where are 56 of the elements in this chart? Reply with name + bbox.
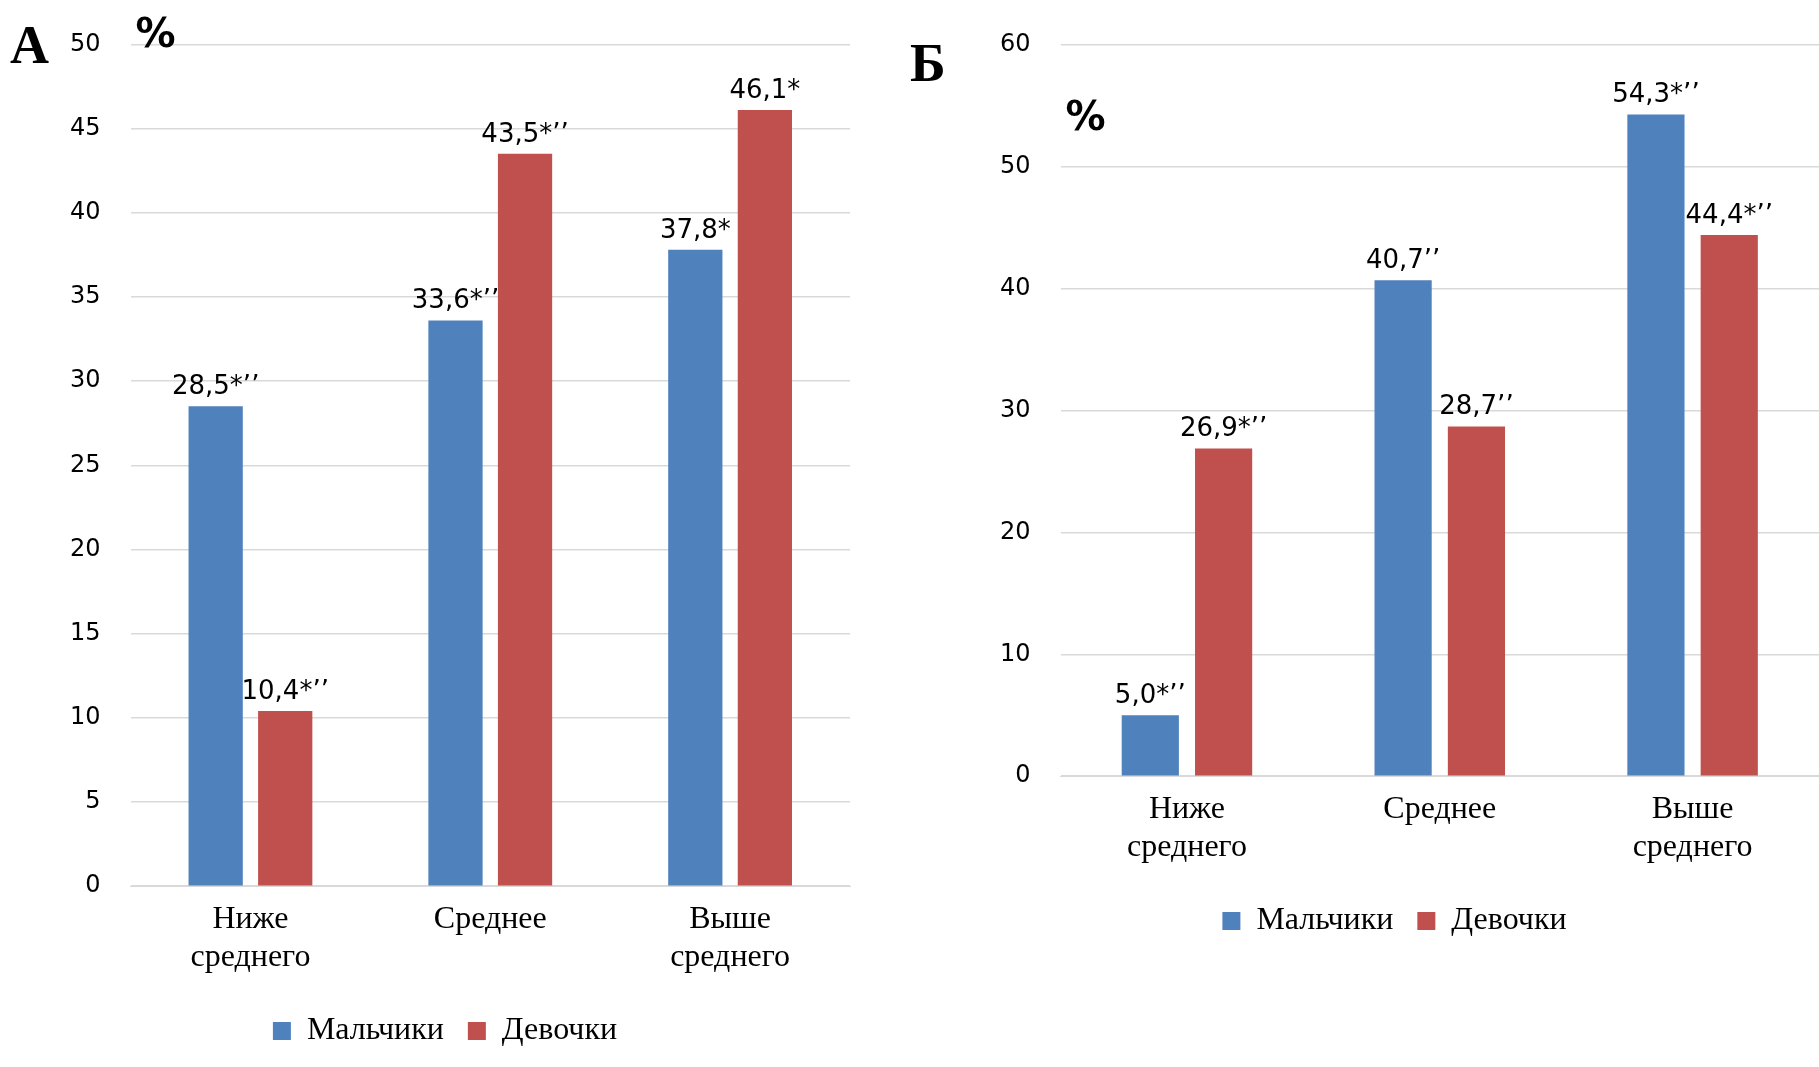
data-label: 54,3*’’	[1612, 78, 1700, 109]
y-tick-label: 10	[69, 702, 101, 731]
bar	[258, 711, 313, 886]
legend-label: Мальчики	[1256, 900, 1394, 937]
bar	[1121, 715, 1179, 776]
data-label: 5,0*’’	[1114, 679, 1186, 710]
y-axis-title: %	[1065, 93, 1106, 140]
bar	[1447, 426, 1506, 776]
x-tick-label: Среднее	[433, 898, 547, 935]
y-tick-label: 40	[999, 272, 1031, 301]
bar	[668, 249, 723, 886]
y-tick-label: 50	[69, 28, 101, 57]
y-tick-label: 40	[69, 196, 101, 225]
x-tick-label: Ниже среднего	[1126, 788, 1247, 864]
data-label: 44,4*’’	[1685, 198, 1773, 229]
y-tick-label: 5	[85, 786, 101, 815]
y-tick-label: 15	[69, 617, 101, 646]
data-label: 33,6*’’	[411, 284, 500, 315]
y-tick-label: 0	[85, 870, 101, 899]
data-label: 26,9*’’	[1179, 412, 1268, 443]
y-tick-label: 30	[69, 365, 101, 394]
data-label: 10,4*’’	[241, 674, 329, 705]
y-tick-label: 10	[999, 638, 1031, 667]
data-label: 28,5*’’	[171, 370, 260, 401]
chart-title: Б	[910, 32, 946, 93]
data-label: 28,7’’	[1439, 390, 1514, 421]
bar	[1700, 235, 1758, 776]
y-tick-label: 30	[999, 394, 1031, 423]
x-tick-label: Ниже среднего	[190, 898, 311, 974]
x-tick-label: Выше среднего	[1632, 788, 1753, 864]
bar	[188, 406, 243, 886]
y-tick-label: 45	[69, 112, 101, 141]
x-tick-label: Среднее	[1383, 788, 1497, 825]
bar	[737, 110, 792, 886]
y-tick-label: 20	[999, 516, 1031, 545]
bar	[428, 320, 483, 886]
bar	[1627, 114, 1685, 776]
bar	[1374, 280, 1432, 776]
y-tick-label: 35	[69, 281, 101, 310]
data-label: 40,7’’	[1365, 243, 1441, 274]
bar	[497, 153, 553, 886]
y-tick-label: 25	[69, 449, 101, 478]
y-tick-label: 50	[999, 151, 1031, 180]
chart-title: А	[10, 14, 49, 75]
data-label: 37,8*	[659, 213, 731, 244]
y-axis-title: %	[135, 9, 176, 56]
data-label: 46,1*	[729, 73, 801, 104]
bar	[1195, 448, 1253, 776]
data-label: 43,5*’’	[481, 117, 569, 148]
y-tick-label: 20	[69, 533, 101, 562]
legend-label: Мальчики	[306, 1010, 444, 1047]
y-tick-label: 60	[999, 29, 1031, 58]
x-tick-label: Выше среднего	[670, 898, 791, 974]
legend-label: Девочки	[501, 1010, 618, 1047]
legend-label: Девочки	[1451, 900, 1567, 937]
y-tick-label: 0	[1015, 760, 1031, 789]
